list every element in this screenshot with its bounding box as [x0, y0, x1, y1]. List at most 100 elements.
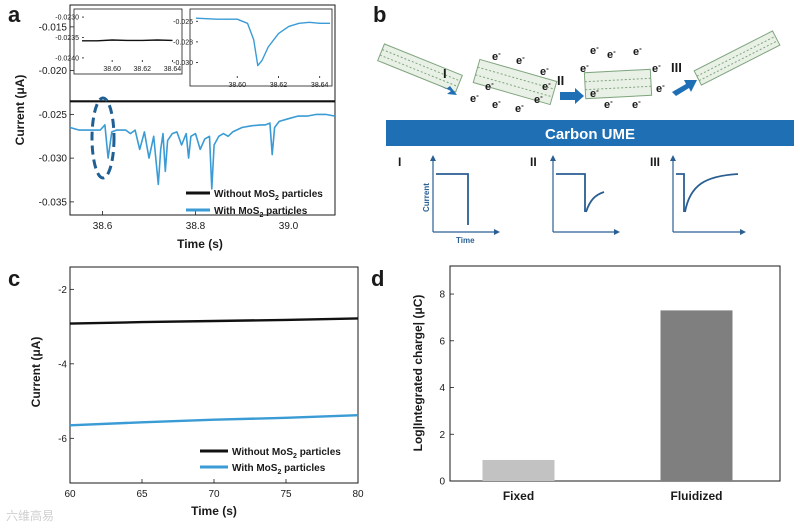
inset-2-x-tick-label: 38.60: [228, 82, 246, 89]
panel-d: d 0 2 4 6 8 Fixed Fluidized Log|Integrated ch…: [371, 265, 781, 503]
inset-1-x-tick-label: 38.64: [164, 66, 182, 73]
stage-label-1: I: [443, 66, 447, 81]
mos2-flake-2: [472, 58, 558, 106]
panel-c-x-tick-label: 65: [136, 489, 148, 500]
watermark: 六维高易: [6, 508, 54, 523]
mini-plot-1: I Current Time: [398, 155, 500, 245]
panel-c-y-tick-label: -6: [58, 434, 67, 445]
legend-a-with: With MoS2 particles: [214, 206, 308, 219]
inset-1-y-tick-label: -0.0235: [55, 35, 79, 42]
panel-a-legend: Without MoS2 particles With MoS2 particl…: [186, 189, 323, 219]
electron: e-: [656, 81, 665, 95]
panel-c: c 60 65 70 75 80 -2 -4 -6 Time (s) Current (μA…: [8, 266, 364, 518]
inset-1-x-tick-label: 38.60: [103, 66, 121, 73]
inset-2-frame: [189, 8, 333, 87]
stage-label-3: III: [671, 60, 682, 75]
panel-a-x-tick-label: 38.8: [186, 221, 206, 232]
panel-a-xlabel: Time (s): [177, 237, 223, 251]
electrons-group: e-e-e-e-e-e-e-e-e-e-e-e-e-e-e-e-e-e-: [470, 43, 665, 115]
panel-c-y-tick-label: -4: [58, 359, 67, 370]
inset-2-ticks: 38.60 38.62 38.64 -0.026 -0.028 -0.030: [173, 19, 328, 89]
stage-arrow-2: [560, 88, 584, 104]
panel-a-y-tick-label: -0.025: [39, 110, 68, 121]
mos2-flake-4: [693, 30, 781, 86]
inset-2-y-tick-label: -0.028: [173, 39, 193, 46]
panel-a-plot-frame: [69, 4, 336, 216]
panel-d-plot-frame: [449, 265, 781, 482]
mos2-flake-3: [583, 68, 653, 100]
panel-c-xlabel: Time (s): [191, 504, 237, 518]
panel-c-x-ticks: 60 65 70 75 80: [64, 479, 364, 500]
bar-fluidized: [660, 310, 733, 481]
panel-d-y-tick-label: 6: [439, 336, 445, 347]
mini-plot-1-ylabel: Current: [422, 183, 431, 212]
panel-d-ylabel: Log|Integrated charge| (μC): [411, 295, 425, 452]
mini-plot-3-label: III: [650, 155, 660, 169]
electron: e-: [590, 86, 599, 100]
electron: e-: [633, 44, 642, 58]
stage-arrow-3: [672, 80, 697, 96]
electron: e-: [515, 101, 524, 115]
legend-a-without: Without MoS2 particles: [214, 189, 323, 202]
mini-plot-2-label: II: [530, 155, 537, 169]
panel-d-bars: Fixed Fluidized: [482, 310, 733, 503]
panel-a-inset-2: 38.60 38.62 38.64 -0.026 -0.028 -0.030: [173, 8, 333, 89]
panel-a-series: [69, 100, 336, 190]
carbon-ume-electrode: [386, 120, 794, 146]
panel-c-y-ticks: -2 -4 -6: [58, 285, 74, 445]
electron: e-: [516, 53, 525, 67]
panel-a: a 38.6 38.8 39.0 -0.015-0.020-0.025-0.030-…: [8, 2, 336, 251]
panel-a-y-tick-label: -0.035: [39, 197, 68, 208]
inset-1-y-tick-label: -0.0240: [55, 55, 79, 62]
bar-fixed: [482, 459, 555, 481]
panel-a-inset-1: 38.60 38.62 38.64 -0.0230 -0.0235 -0.0240: [55, 8, 183, 75]
electron: e-: [604, 97, 613, 111]
mos2-flake-1: [377, 43, 463, 93]
panel-a-x-tick-label: 39.0: [279, 221, 299, 232]
electron: e-: [632, 97, 641, 111]
inset-1-line: [82, 39, 173, 42]
electron: e-: [652, 61, 661, 75]
mini-plot-2: II: [530, 155, 620, 235]
stage-label-2: II: [557, 73, 564, 88]
highlight-ellipse: [90, 96, 116, 180]
electron: e-: [492, 49, 501, 63]
panel-d-category-label: Fixed: [503, 489, 534, 503]
electron: e-: [607, 47, 616, 61]
panel-c-y-tick-label: -2: [58, 285, 67, 296]
legend-c-with: With MoS2 particles: [232, 463, 326, 476]
panel-c-series: [69, 317, 359, 427]
electron: e-: [492, 97, 501, 111]
inset-2-series: [195, 17, 330, 67]
panel-label-c: c: [8, 266, 20, 291]
inset-2-x-tick-label: 38.62: [270, 82, 288, 89]
panel-d-category-label: Fluidized: [671, 489, 723, 503]
panel-c-ylabel: Current (μA): [29, 337, 43, 408]
inset-2-line: [195, 17, 330, 67]
inset-1-ticks: 38.60 38.62 38.64 -0.0230 -0.0235 -0.0240: [55, 15, 181, 73]
panel-a-y-ticks: -0.015 -0.020 -0.025 -0.030 -0.035: [39, 22, 74, 208]
series-line-without-mos2: [69, 317, 359, 325]
panel-c-x-tick-label: 75: [280, 489, 292, 500]
inset-2-y-tick-label: -0.026: [173, 19, 193, 26]
carbon-ume-label: Carbon UME: [545, 126, 635, 143]
panel-label-a: a: [8, 2, 21, 27]
legend-c-without: Without MoS2 particles: [232, 447, 341, 460]
electron: e-: [542, 79, 551, 93]
inset-1-y-tick-label: -0.0230: [55, 15, 79, 22]
panel-a-y-tick-label: -0.015: [39, 22, 68, 33]
panel-d-y-tick-label: 4: [439, 383, 445, 394]
electron: e-: [534, 92, 543, 106]
panel-d-y-ticks: 0 2 4 6 8: [439, 290, 454, 488]
series-line-with-mos2: [69, 113, 336, 190]
electron: e-: [540, 64, 549, 78]
series-line-with-mos2: [69, 414, 359, 427]
panel-label-b: b: [373, 2, 386, 27]
electron: e-: [590, 43, 599, 57]
panel-c-x-tick-label: 60: [64, 489, 76, 500]
electron: e-: [580, 61, 589, 75]
panel-a-y-tick-label: -0.020: [39, 66, 68, 77]
mini-plot-1-xlabel: Time: [456, 236, 475, 245]
panel-d-y-tick-label: 8: [439, 290, 445, 301]
